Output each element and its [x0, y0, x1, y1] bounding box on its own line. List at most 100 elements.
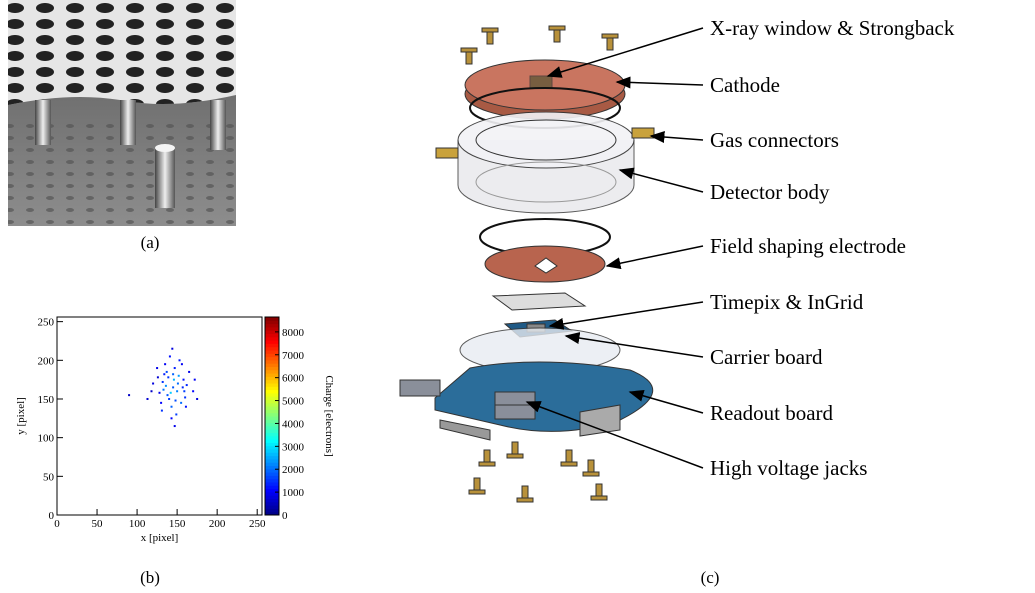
colorbar-segment: [265, 495, 279, 499]
colorbar-segment: [265, 478, 279, 483]
colorbar-segment: [265, 425, 279, 430]
colorbar-segment: [265, 498, 279, 503]
plot-frame: [56, 316, 263, 516]
colorbar-frame: [264, 316, 280, 516]
part-label: Cathode: [710, 73, 780, 97]
hit-pixel: [128, 394, 131, 397]
hit-pixel: [165, 370, 168, 373]
colorbar-segment: [265, 475, 279, 480]
leader-arrow: [628, 389, 704, 414]
hit-pixel: [163, 373, 166, 376]
caption: (b): [140, 568, 160, 587]
y-tick-label: 200: [38, 355, 55, 367]
colorbar-segment: [265, 472, 279, 476]
part-label: X-ray window & Strongback: [710, 16, 955, 40]
colorbar-label: Charge [electrons]: [323, 375, 335, 456]
colorbar-segment: [265, 419, 279, 424]
colorbar-segment: [265, 330, 279, 334]
hit-pixel: [160, 409, 163, 412]
part-label: Readout board: [710, 401, 834, 425]
colorbar-segment: [265, 406, 279, 410]
leader-arrow: [605, 245, 704, 270]
hit-pixel: [169, 391, 172, 394]
hit-pixel: [172, 373, 175, 376]
colorbar-tick-label: 7000: [282, 350, 305, 362]
hit-pixel: [173, 367, 176, 370]
colorbar-segment: [265, 429, 279, 433]
colorbar-segment: [265, 412, 279, 417]
colorbar-segment: [265, 373, 279, 377]
hit-pixel: [180, 401, 183, 404]
colorbar-segment: [265, 449, 279, 453]
caption: (c): [701, 568, 720, 587]
colorbar-segment: [265, 366, 279, 371]
colorbar-segment: [265, 442, 279, 447]
colorbar-segment: [265, 343, 279, 348]
x-tick-label: 0: [54, 518, 60, 530]
colorbar-segment: [265, 359, 279, 364]
leader-arrow: [649, 131, 704, 144]
y-tick-label: 50: [43, 471, 55, 483]
hit-pixel: [172, 386, 175, 389]
colorbar-segment: [265, 336, 279, 341]
leader-arrow: [548, 301, 704, 330]
hit-pixel: [161, 380, 164, 383]
y-tick-label: 150: [38, 394, 55, 406]
colorbar-segment: [265, 416, 279, 420]
hit-pixel: [172, 378, 175, 381]
hit-pixel: [168, 397, 171, 400]
hit-pixel: [168, 355, 171, 358]
part-label: Carrier board: [710, 345, 823, 369]
colorbar-segment: [265, 369, 279, 374]
hit-pixel: [176, 382, 179, 385]
colorbar-segment: [265, 482, 279, 486]
colorbar-segment: [265, 452, 279, 457]
colorbar-segment: [265, 376, 279, 381]
x-axis-label: x [pixel]: [141, 532, 179, 544]
hit-pixel: [146, 397, 149, 400]
colorbar-segment: [265, 346, 279, 351]
part-label: Gas connectors: [710, 128, 839, 152]
colorbar-segment: [265, 392, 279, 397]
colorbar-tick-label: 4000: [282, 418, 305, 430]
hit-pixel: [176, 390, 179, 393]
hit-pixel: [164, 363, 167, 366]
colorbar-segment: [265, 399, 279, 404]
colorbar-segment: [265, 383, 279, 387]
hit-pixel: [164, 384, 167, 387]
x-tick-label: 150: [169, 518, 186, 530]
hit-pixel: [158, 391, 161, 394]
hit-pixel: [170, 405, 173, 408]
leader-arrow: [615, 76, 704, 89]
leader-arrow: [564, 332, 704, 358]
part-label: Detector body: [710, 180, 830, 204]
hit-pixel: [184, 396, 187, 399]
part-label: Field shaping electrode: [710, 234, 906, 258]
hit-pixel: [174, 399, 177, 402]
x-tick-label: 100: [129, 518, 146, 530]
colorbar-segment: [265, 333, 279, 338]
colorbar-tick-label: 1000: [282, 487, 305, 499]
hit-pixel: [162, 388, 165, 391]
hit-pixel: [180, 363, 183, 366]
leader-arrow: [525, 401, 704, 469]
hit-pixel: [177, 374, 180, 377]
colorbar-segment: [265, 468, 279, 473]
hit-pixel: [193, 378, 196, 381]
colorbar-segment: [265, 379, 279, 384]
hit-pixel: [167, 376, 170, 379]
colorbar-segment: [265, 462, 279, 466]
colorbar-segment: [265, 435, 279, 440]
colorbar-tick-label: 0: [282, 510, 288, 522]
colorbar-segment: [265, 386, 279, 391]
hit-pixel: [150, 390, 153, 393]
colorbar-segment: [265, 353, 279, 358]
colorbar-segment: [265, 363, 279, 367]
hit-pixel: [196, 397, 199, 400]
hit-pixel: [173, 425, 176, 428]
exploded-diagram: [399, 25, 655, 503]
x-tick-label: 50: [92, 518, 104, 530]
part-label: High voltage jacks: [710, 456, 867, 480]
hit-pixel: [156, 376, 159, 379]
